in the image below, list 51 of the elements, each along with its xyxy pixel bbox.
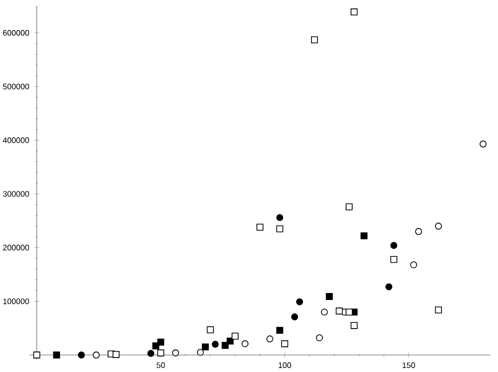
point	[112, 351, 120, 358]
x-tick-label: 50	[156, 362, 165, 368]
y-tick-label: 600000	[3, 30, 30, 36]
y-tick-label: 100000	[3, 298, 30, 304]
point	[92, 352, 100, 358]
point	[53, 352, 60, 358]
point	[212, 340, 219, 348]
y-tick-label: 500000	[2, 84, 30, 90]
point	[410, 261, 418, 268]
point	[276, 326, 284, 334]
point	[296, 298, 304, 306]
point	[202, 343, 209, 350]
point	[350, 8, 358, 16]
point	[172, 349, 180, 356]
point	[33, 352, 40, 358]
y-tick-label: 300000	[2, 191, 30, 197]
point	[256, 224, 264, 231]
point	[157, 338, 164, 346]
point	[434, 306, 442, 314]
point	[350, 322, 358, 329]
point	[196, 348, 204, 356]
point	[434, 222, 442, 230]
point	[346, 308, 353, 316]
point	[390, 256, 398, 263]
point	[276, 214, 284, 222]
point	[320, 308, 328, 316]
x-tick-label: 100	[278, 362, 292, 368]
point	[415, 228, 422, 235]
point	[232, 332, 239, 340]
point	[390, 242, 398, 249]
point	[291, 313, 298, 320]
point	[360, 232, 368, 240]
x-tick-label: 150	[402, 362, 416, 368]
point	[336, 308, 343, 314]
point	[281, 340, 288, 348]
y-tick-label: 200000	[3, 244, 30, 250]
y-tick-label: 400000	[2, 137, 30, 144]
point	[276, 225, 284, 232]
point	[206, 326, 214, 334]
point	[480, 140, 487, 148]
point	[266, 335, 274, 342]
point	[242, 340, 248, 348]
point	[326, 293, 333, 300]
point	[226, 338, 234, 345]
point	[147, 350, 154, 357]
point	[157, 349, 164, 356]
point	[78, 352, 85, 358]
point	[385, 283, 392, 290]
point	[346, 203, 353, 210]
point	[316, 334, 323, 342]
point	[310, 36, 318, 44]
